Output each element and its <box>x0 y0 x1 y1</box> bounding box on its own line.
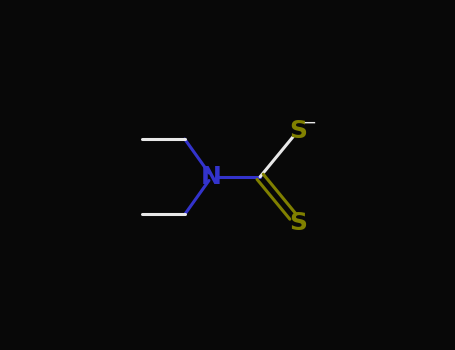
Text: N: N <box>201 165 222 189</box>
Text: −: − <box>302 113 316 131</box>
Text: S: S <box>289 211 307 234</box>
Text: S: S <box>289 119 307 143</box>
